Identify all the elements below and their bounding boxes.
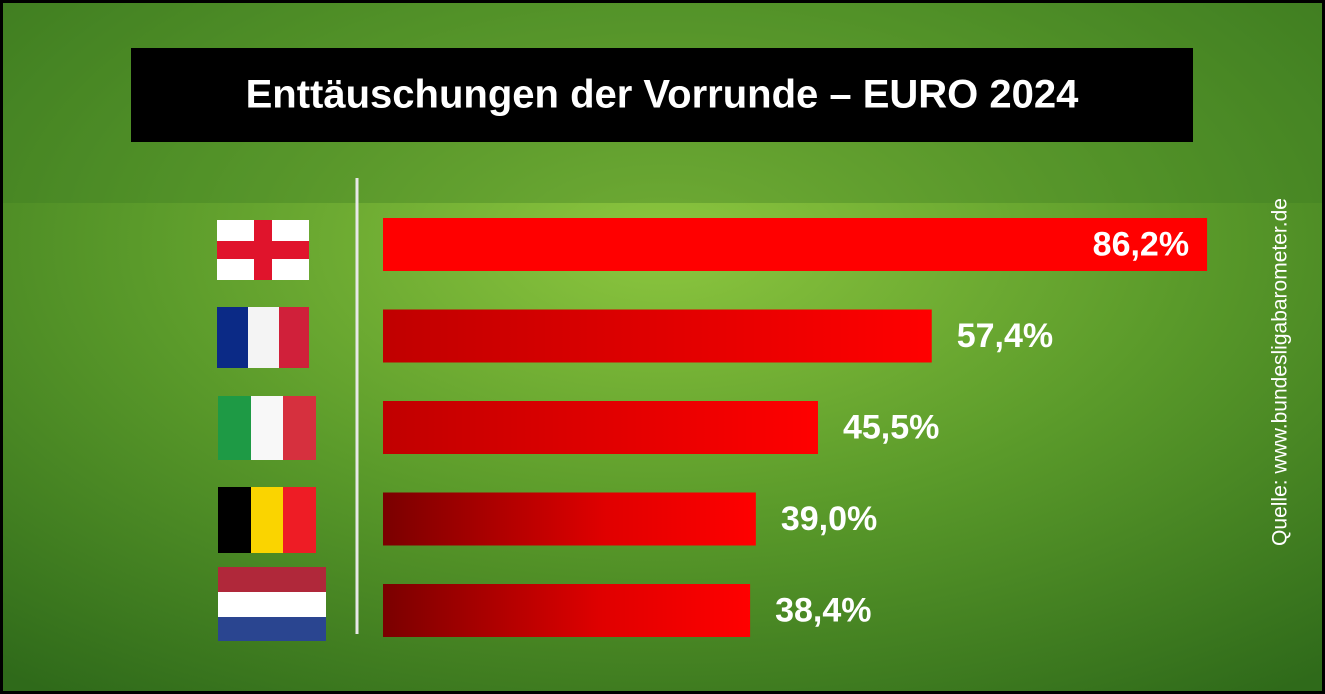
flag-italy <box>218 396 316 460</box>
bar <box>383 584 751 637</box>
value-label: 57,4% <box>957 317 1053 355</box>
source-note: Quelle: www.bundesligabarometer.de <box>1269 198 1292 546</box>
flag-england <box>217 220 309 280</box>
value-label: 86,2% <box>1093 225 1189 263</box>
flag-belgium <box>218 487 316 553</box>
bar <box>383 401 818 454</box>
bar <box>383 492 756 546</box>
flag-france <box>217 307 309 368</box>
bar <box>383 309 932 363</box>
title-box <box>131 48 1193 142</box>
value-label: 39,0% <box>781 500 877 538</box>
value-label: 45,5% <box>843 408 939 446</box>
chart-title: Enttäuschungen der Vorrunde – EURO 2024 <box>246 73 1080 117</box>
value-label: 38,4% <box>775 591 871 629</box>
bar <box>383 218 1208 271</box>
flag-netherlands <box>218 567 326 641</box>
